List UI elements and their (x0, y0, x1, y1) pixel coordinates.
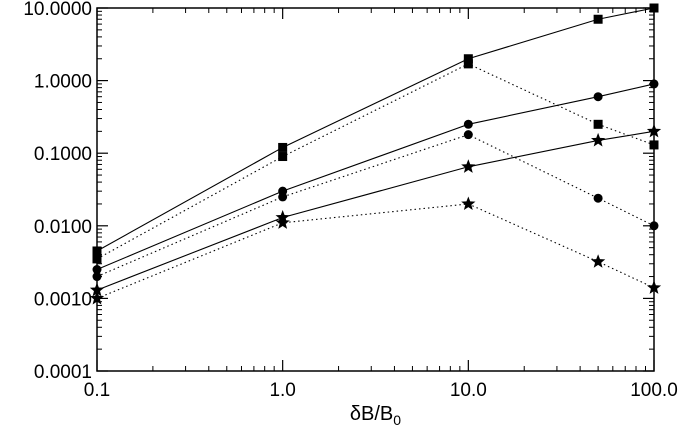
circle-marker (593, 92, 603, 102)
y-tick-label: 0.1000 (34, 144, 92, 165)
x-axis: 0.1 1.0 10.0 100.0 (84, 8, 678, 401)
series-5-star-dotted (89, 196, 662, 305)
series-2-circle-solid (92, 79, 659, 275)
x-axis-label-main: δB/B (350, 403, 393, 425)
square-marker (463, 59, 473, 69)
x-tick-label: 100.0 (630, 380, 678, 401)
star-marker (275, 215, 290, 229)
x-axis-label: δB/B0 (350, 403, 401, 428)
y-tick-label: 0.0100 (34, 217, 92, 238)
star-marker (461, 159, 476, 173)
series-3-circle-dotted (92, 130, 659, 282)
square-marker (593, 119, 603, 129)
circle-marker (278, 192, 288, 202)
star-marker (590, 132, 606, 147)
y-tick-label: 1.0000 (34, 72, 92, 93)
x-tick-label: 0.1 (84, 380, 110, 401)
series-1-square-dotted (92, 59, 659, 264)
plot-frame (96, 7, 655, 372)
series-0-square-solid (92, 3, 659, 256)
series-4-star-solid (89, 123, 662, 297)
square-marker (463, 54, 473, 64)
x-axis-label-subscript: 0 (393, 412, 401, 428)
y-tick-label: 0.0001 (34, 362, 92, 383)
series-line (96, 7, 655, 252)
series-line (96, 134, 655, 278)
y-tick-label: 10.0000 (23, 0, 92, 20)
star-marker (461, 196, 476, 211)
square-marker (278, 142, 288, 152)
circle-marker (463, 119, 473, 129)
square-marker (278, 152, 288, 162)
series-line (96, 63, 655, 260)
circle-marker (593, 193, 603, 203)
series-line (96, 203, 655, 299)
plot-area (89, 3, 662, 305)
star-marker (590, 254, 606, 268)
x-tick-label: 1.0 (269, 380, 295, 401)
y-axis: 0.0001 0.0010 0.0100 0.1000 1.0000 10.0000 (23, 0, 654, 383)
circle-marker (463, 130, 473, 140)
x-tick-label: 10.0 (450, 380, 487, 401)
y-tick-label: 0.0010 (34, 289, 92, 310)
series-line (96, 130, 655, 291)
square-marker (593, 14, 603, 24)
